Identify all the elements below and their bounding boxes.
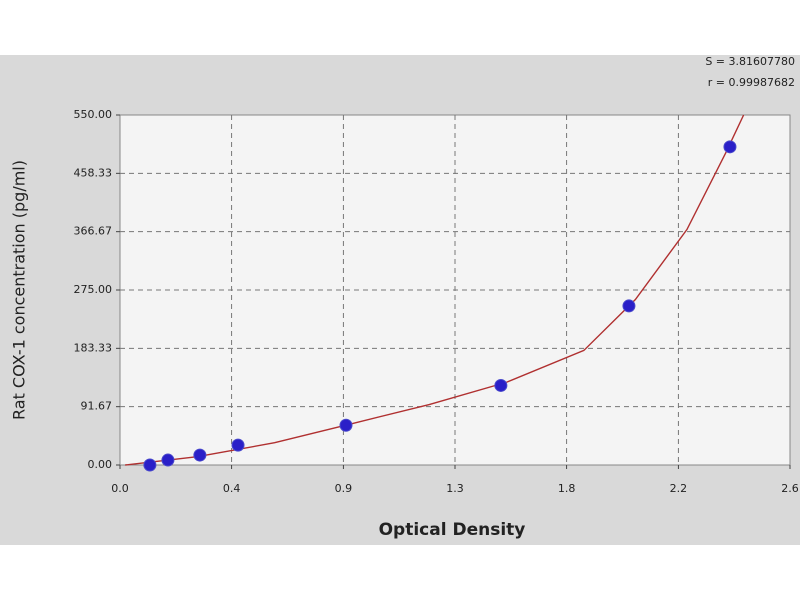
data-point: [143, 458, 157, 472]
fit-curve: [125, 114, 745, 466]
x-tick-label: 2.6: [781, 482, 799, 495]
y-tick-label: 91.67: [81, 400, 113, 413]
x-tick-label: 0.0: [111, 482, 129, 495]
y-tick-label: 183.33: [74, 341, 113, 354]
y-tick-label: 275.00: [74, 283, 113, 296]
data-point: [231, 438, 245, 452]
x-tick-label: 0.4: [223, 482, 241, 495]
y-tick-label: 550.00: [74, 108, 113, 121]
x-axis-label: Optical Density: [379, 520, 526, 540]
y-tick-label: 366.67: [74, 225, 113, 238]
y-axis-label: Rat COX-1 concentration (pg/ml): [10, 160, 29, 420]
x-tick-label: 2.2: [670, 482, 688, 495]
data-point: [339, 418, 353, 432]
y-tick-label: 0.00: [88, 458, 113, 471]
x-tick-label: 0.9: [335, 482, 353, 495]
data-point: [494, 378, 508, 392]
data-point: [723, 140, 737, 154]
data-point: [161, 453, 175, 467]
annotation: S = 3.81607780: [705, 55, 795, 68]
x-tick-label: 1.3: [446, 482, 464, 495]
x-tick-label: 1.8: [558, 482, 576, 495]
annotation: r = 0.99987682: [708, 76, 795, 89]
data-point: [193, 448, 207, 462]
y-tick-label: 458.33: [74, 166, 113, 179]
data-point: [622, 299, 636, 313]
